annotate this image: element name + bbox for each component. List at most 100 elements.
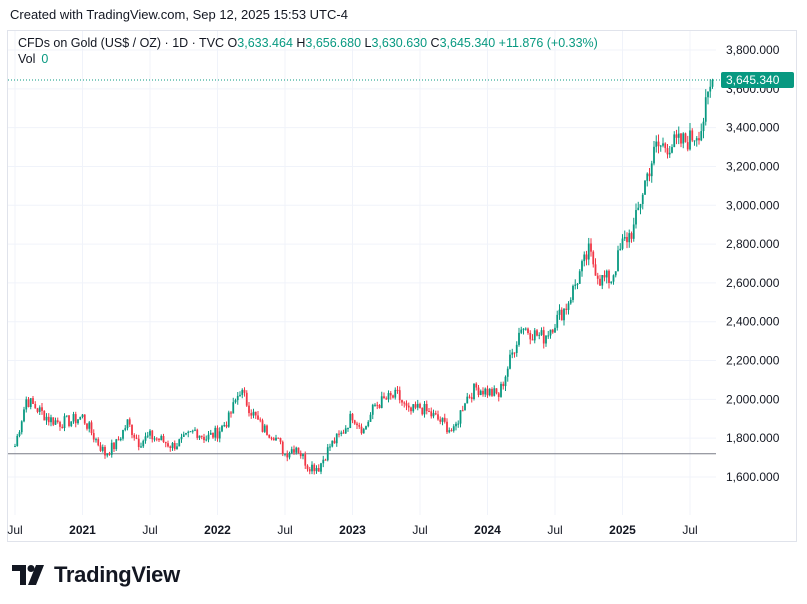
candle-body bbox=[533, 330, 536, 341]
candle-body bbox=[410, 407, 412, 412]
candle-body bbox=[187, 431, 190, 433]
candle-body bbox=[446, 421, 448, 433]
candle-body bbox=[349, 413, 352, 429]
candle-body bbox=[351, 413, 354, 421]
candle-body bbox=[518, 332, 520, 345]
candle-body bbox=[470, 397, 473, 399]
candle-body bbox=[254, 411, 257, 416]
candle-body bbox=[639, 204, 642, 208]
candle-body bbox=[185, 432, 187, 435]
candle-body bbox=[176, 446, 178, 450]
x-axis-tick-label: Jul bbox=[7, 523, 22, 537]
candle-body bbox=[196, 429, 199, 438]
candle-body bbox=[162, 436, 165, 442]
candle-body bbox=[272, 438, 275, 441]
candle-body bbox=[95, 439, 97, 441]
candle-body bbox=[115, 439, 118, 450]
candle-body bbox=[216, 427, 219, 439]
candle-body bbox=[540, 330, 543, 335]
candle-body bbox=[677, 133, 680, 138]
candle-body bbox=[284, 453, 286, 455]
x-axis-tick-label: 2025 bbox=[609, 523, 636, 537]
candle-body bbox=[56, 420, 59, 423]
candle-body bbox=[612, 275, 615, 282]
candle-body bbox=[686, 142, 689, 150]
candle-body bbox=[317, 467, 320, 472]
y-axis-tick-label: 1,600.000 bbox=[726, 470, 780, 484]
candle-body bbox=[189, 431, 192, 433]
candle-body bbox=[439, 419, 442, 422]
candle-body bbox=[151, 430, 154, 440]
candle-body bbox=[61, 426, 64, 429]
candle-body bbox=[578, 271, 581, 284]
candle-body bbox=[259, 419, 262, 421]
candle-body bbox=[266, 425, 268, 435]
candle-body bbox=[599, 278, 601, 286]
candle-body bbox=[536, 330, 538, 336]
candle-body bbox=[248, 405, 250, 414]
candle-body bbox=[367, 421, 370, 427]
candle-body bbox=[362, 429, 365, 434]
candle-body bbox=[74, 414, 77, 424]
candle-body bbox=[227, 412, 230, 427]
candle-body bbox=[99, 445, 102, 451]
candle-body bbox=[257, 415, 259, 420]
candle-body bbox=[113, 442, 115, 450]
candle-body bbox=[104, 446, 106, 456]
candle-body bbox=[52, 417, 55, 425]
candle-body bbox=[556, 314, 559, 328]
candle-body bbox=[704, 97, 707, 122]
candle-body bbox=[270, 437, 273, 439]
candle-body bbox=[574, 284, 577, 286]
candle-body bbox=[428, 411, 430, 413]
candle-body bbox=[218, 431, 221, 439]
candle-body bbox=[68, 415, 70, 426]
tradingview-logo[interactable]: TradingView bbox=[12, 562, 180, 588]
candle-body bbox=[401, 400, 403, 403]
candle-body bbox=[326, 447, 329, 461]
x-axis-tick-label: Jul bbox=[547, 523, 562, 537]
candle-body bbox=[320, 463, 322, 472]
last-price-badge bbox=[721, 72, 794, 89]
candle-body bbox=[101, 446, 104, 451]
candle-body bbox=[200, 435, 203, 437]
candle-body bbox=[461, 410, 464, 412]
candle-body bbox=[414, 404, 417, 408]
tradingview-logo-text: TradingView bbox=[54, 562, 180, 587]
candle-body bbox=[502, 383, 505, 387]
candle-body bbox=[506, 368, 509, 377]
candle-body bbox=[322, 459, 325, 464]
candle-body bbox=[164, 441, 167, 444]
candle-body bbox=[398, 390, 401, 401]
candle-body bbox=[641, 194, 644, 205]
candle-body bbox=[38, 407, 41, 412]
candle-body bbox=[308, 469, 311, 472]
candle-body bbox=[394, 389, 397, 398]
candle-body bbox=[119, 438, 122, 441]
candle-body bbox=[207, 434, 210, 440]
candle-body bbox=[603, 275, 606, 278]
candle-body bbox=[635, 210, 637, 225]
candle-body bbox=[306, 465, 309, 470]
candle-body bbox=[41, 407, 43, 411]
candle-body bbox=[576, 283, 579, 285]
candle-body bbox=[495, 388, 498, 394]
candle-body bbox=[484, 388, 487, 395]
symbol-label[interactable]: CFDs on Gold (US$ / OZ) · 1D · TVC bbox=[18, 36, 225, 50]
x-axis-tick-label: Jul bbox=[682, 523, 697, 537]
candle-body bbox=[707, 91, 709, 98]
candle-body bbox=[673, 134, 676, 148]
candle-body bbox=[380, 396, 383, 408]
candle-body bbox=[511, 352, 514, 355]
candle-body bbox=[689, 130, 691, 150]
candle-body bbox=[86, 423, 88, 429]
candle-body bbox=[261, 420, 264, 432]
candle-body bbox=[214, 427, 217, 438]
candle-body bbox=[140, 446, 142, 448]
candle-body bbox=[538, 334, 541, 336]
candle-body bbox=[709, 86, 712, 92]
x-axis-tick-label: 2021 bbox=[69, 523, 96, 537]
candle-body bbox=[331, 440, 334, 447]
candle-body bbox=[302, 454, 304, 457]
